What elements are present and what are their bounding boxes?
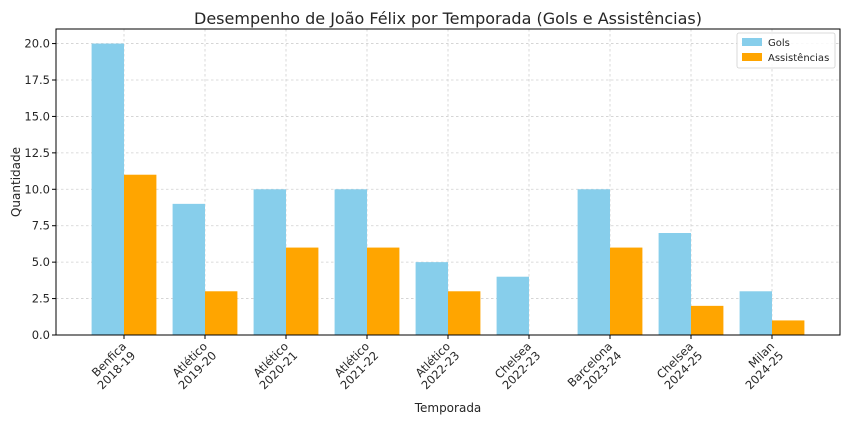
bar-gols [334, 189, 367, 335]
bar-gols [91, 43, 124, 335]
bar-gols [253, 189, 286, 335]
y-tick-label: 20.0 [24, 37, 50, 51]
bar-assistencias [772, 320, 805, 335]
bar-gols [496, 276, 529, 335]
y-tick-label: 15.0 [24, 109, 50, 123]
bar-assistencias [367, 247, 400, 335]
bar-gols [577, 189, 610, 335]
bar-assistencias [448, 291, 481, 335]
bar-gols [739, 291, 772, 335]
y-tick-label: 5.0 [32, 255, 50, 269]
bar-gols [658, 233, 691, 335]
y-tick-label: 10.0 [24, 182, 50, 196]
y-tick-label: 2.5 [32, 292, 50, 306]
legend-label-gols: Gols [768, 38, 790, 49]
bar-assistencias [124, 174, 157, 335]
legend-swatch-assistencias [742, 53, 762, 61]
y-tick-label: 12.5 [24, 146, 50, 160]
legend-swatch-gols [742, 38, 762, 46]
bar-gols [415, 262, 448, 335]
bars-layer [91, 43, 805, 335]
bar-assistencias [205, 291, 238, 335]
x-axis-label: Temporada [414, 401, 482, 415]
y-tick-label: 7.5 [32, 219, 50, 233]
y-tick-label: 0.0 [32, 328, 50, 342]
bar-assistencias [610, 247, 643, 335]
legend-label-assistencias: Assistências [768, 52, 829, 64]
bar-assistencias [691, 305, 724, 335]
bar-gols [172, 203, 205, 335]
bar-assistencias [286, 247, 319, 335]
chart-title: Desempenho de João Félix por Temporada (… [194, 9, 702, 28]
y-ticks: 0.0 2.5 5.0 7.5 10.0 12.5 15.0 17.5 20.0 [24, 37, 56, 342]
y-axis-label: Quantidade [9, 147, 23, 217]
legend: Gols Assistências [736, 32, 836, 69]
y-tick-label: 17.5 [24, 73, 50, 87]
